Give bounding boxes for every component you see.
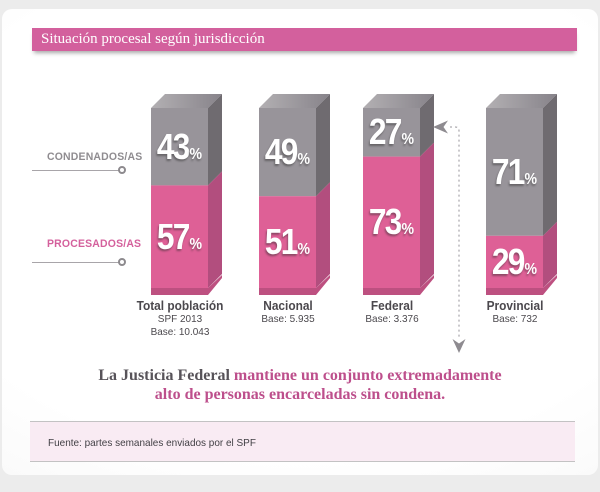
caption: La Justicia Federal mantiene un conjunto… [2, 366, 598, 404]
bar-federal: 27% 73% [363, 94, 434, 296]
bar-name: Nacional [262, 299, 313, 313]
segment-value-procesados: 57% [156, 215, 203, 257]
bar-label-total-poblacion: Total población SPF 2013 Base: 10.043 [115, 299, 245, 339]
bar-total-poblacion: 43% 57% [151, 94, 222, 296]
bar-3d-shape [363, 94, 434, 295]
legend-ring-icon [118, 166, 126, 174]
caption-pink-text: mantiene un conjunto extremadamente [233, 367, 502, 384]
page-title: Situación procesal según jurisdicción [32, 28, 577, 51]
bar-name: Federal [370, 299, 413, 313]
bar-label-nacional: Nacional Base: 5.935 [223, 299, 353, 326]
bar-3d-shape [151, 94, 222, 295]
caption-line2: alto de personas encarceladas sin conden… [154, 386, 446, 403]
infographic-card: Situación procesal según jurisdicción CO… [2, 9, 598, 475]
legend-item-condenados: CONDENADOS/AS [47, 151, 143, 163]
segment-value-condenados: 27% [368, 111, 415, 153]
segment-value-condenados: 71% [491, 150, 538, 192]
bar-label-federal: Federal Base: 3.376 [327, 299, 457, 326]
bar-name: Total población [136, 299, 223, 313]
bar-sublabel: SPF 2013 [157, 313, 202, 325]
bar-3d-shape [259, 94, 330, 295]
segment-value-condenados: 49% [264, 131, 311, 173]
bar-provincial: 71% 29% [486, 94, 557, 296]
bar-name: Provincial [486, 299, 543, 313]
caption-dark-text: La Justicia Federal [98, 367, 230, 384]
segment-value-procesados: 73% [368, 201, 415, 243]
arrow-left-icon [433, 120, 448, 134]
segment-value-procesados: 51% [264, 221, 311, 263]
bar-sublabel: Base: 3.376 [364, 313, 419, 325]
legend-line [32, 170, 121, 171]
caption-line1: La Justicia Federal mantiene un conjunto… [2, 366, 598, 385]
bar-nacional: 49% 51% [259, 94, 330, 296]
segment-value-condenados: 43% [156, 125, 203, 167]
bar-label-provincial: Provincial Base: 732 [450, 299, 580, 326]
bar-3d-shape [486, 94, 557, 295]
dotted-arrow-annotation [433, 120, 466, 353]
footer-bar: Fuente: partes semanales enviados por el… [30, 421, 575, 462]
arrow-down-icon [452, 339, 466, 353]
footer-source-text: Fuente: partes semanales enviados por el… [48, 437, 256, 449]
legend-ring-icon [118, 258, 126, 266]
bar-sublabel: Base: 10.043 [150, 326, 209, 338]
legend-item-procesados: PROCESADOS/AS [47, 238, 142, 250]
segment-value-procesados: 29% [491, 240, 538, 282]
bar-sublabel: Base: 732 [492, 313, 537, 325]
bar-sublabel: Base: 5.935 [260, 313, 315, 325]
legend-line [32, 262, 121, 263]
